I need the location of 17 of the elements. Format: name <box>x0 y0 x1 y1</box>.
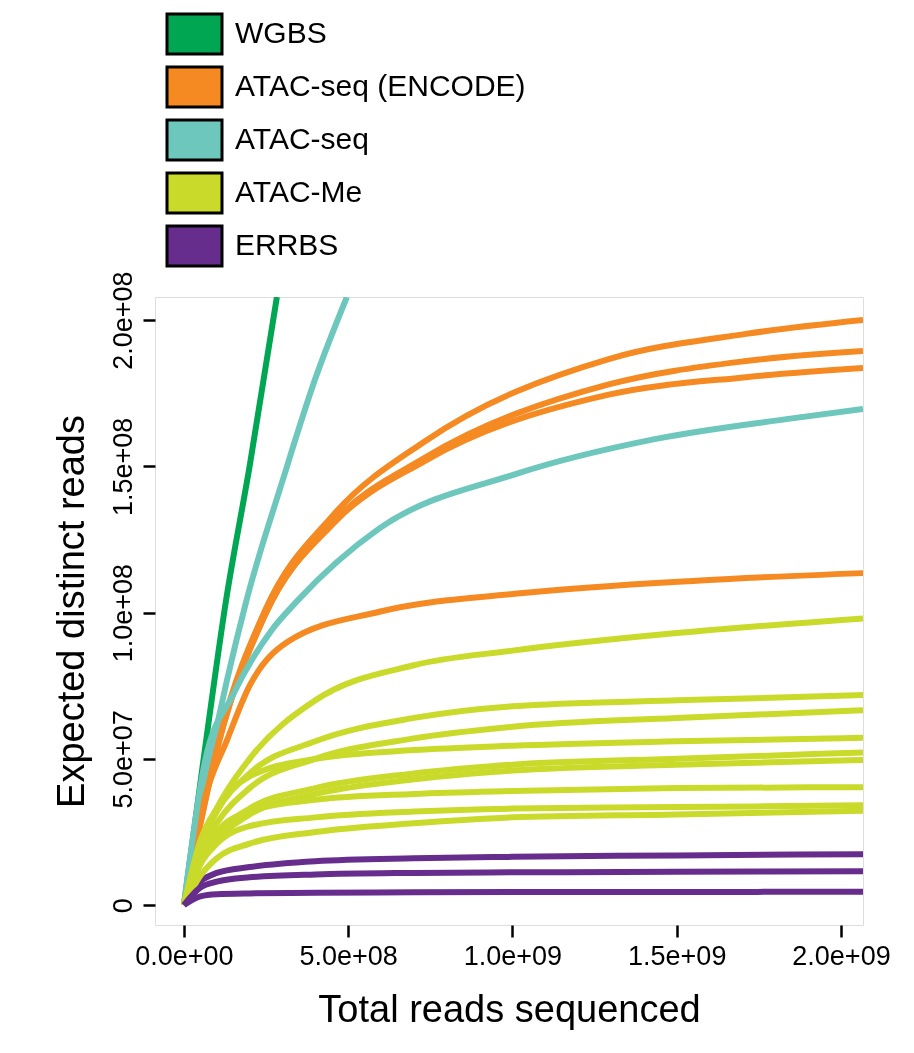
y-tick-label: 5.0e+07 <box>107 710 138 809</box>
y-tick-label: 0 <box>107 898 138 914</box>
x-tick-label: 5.0e+08 <box>299 940 398 971</box>
x-tick-label: 1.5e+09 <box>628 940 727 971</box>
legend-label: ATAC-seq <box>235 122 369 155</box>
y-tick-label: 1.5e+08 <box>107 417 138 517</box>
x-tick-label: 1.0e+09 <box>463 940 563 971</box>
y-tick-label: 2.0e+08 <box>107 271 138 370</box>
y-tick-label: 1.0e+08 <box>107 563 138 663</box>
legend-label: WGBS <box>235 16 327 49</box>
x-tick-label: 2.0e+09 <box>792 940 891 971</box>
x-tick-label: 0.0e+00 <box>135 940 234 971</box>
x-axis-title: Total reads sequenced <box>318 987 701 1030</box>
y-axis-title: Expected distinct reads <box>49 415 92 808</box>
legend-label: ATAC-seq (ENCODE) <box>235 69 526 102</box>
legend-label: ATAC-Me <box>235 175 363 208</box>
legend-label: ERRBS <box>235 228 339 261</box>
